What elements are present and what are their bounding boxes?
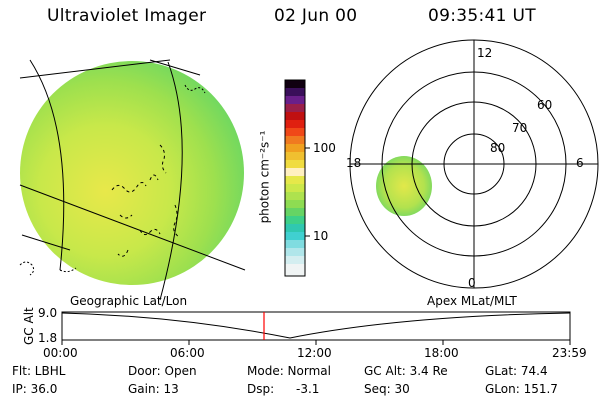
alt-tick-9: 9.0	[38, 306, 58, 320]
time-tick-2359: 23:59	[552, 346, 587, 360]
info-ip: IP: 36.0	[12, 382, 58, 396]
geo-grid	[111, 144, 180, 257]
info-dsp-value: -3.1	[296, 382, 320, 396]
coastline	[111, 174, 161, 257]
mlt-label-0: 0	[468, 276, 476, 290]
time-label: 09:35:41 UT	[428, 6, 536, 26]
time-tick-1800: 18:00	[424, 346, 459, 360]
mlt-label-18: 18	[346, 156, 362, 170]
instrument-title: Ultraviolet Imager	[47, 6, 207, 26]
altitude-strip: GC Alt	[22, 307, 571, 345]
time-tick-0000: 00:00	[43, 346, 78, 360]
info-glat: GLat: 74.4	[485, 364, 548, 378]
polar-plot	[349, 39, 599, 289]
alt-tick-1-8: 1.8	[38, 331, 58, 345]
geo-image	[19, 59, 246, 301]
time-tick-1200: 12:00	[297, 346, 332, 360]
info-gain: Gain: 13	[128, 382, 179, 396]
colorbar-label: photon cm⁻²s⁻¹	[257, 130, 272, 224]
time-tick-0600: 06:00	[170, 346, 205, 360]
colorbar	[284, 79, 310, 277]
lat-label-80: 80	[490, 141, 506, 155]
lat-label-70: 70	[512, 121, 528, 135]
info-gc-alt: GC Alt: 3.4 Re	[364, 364, 448, 378]
info-dsp-label: Dsp:	[247, 382, 275, 396]
info-door: Door: Open	[128, 364, 197, 378]
lat-label-60: 60	[537, 98, 553, 112]
earth-disk	[20, 61, 244, 285]
altitude-curve	[61, 312, 571, 339]
info-mode: Mode: Normal	[247, 364, 331, 378]
info-seq: Seq: 30	[364, 382, 410, 396]
colorbar-tick-10: 10	[313, 229, 329, 243]
info-glon: GLon: 151.7	[485, 382, 558, 396]
mlt-label-6: 6	[576, 156, 584, 170]
alt-ylabel: GC Alt	[22, 307, 36, 345]
geo-graticule	[19, 59, 246, 301]
geo-title: Geographic Lat/Lon	[70, 294, 188, 308]
info-flt: Flt: LBHL	[12, 364, 66, 378]
date-label: 02 Jun 00	[274, 6, 358, 26]
polar-title: Apex MLat/MLT	[427, 294, 517, 308]
colorbar-tick-100: 100	[313, 141, 336, 155]
mlt-label-12: 12	[477, 46, 493, 60]
